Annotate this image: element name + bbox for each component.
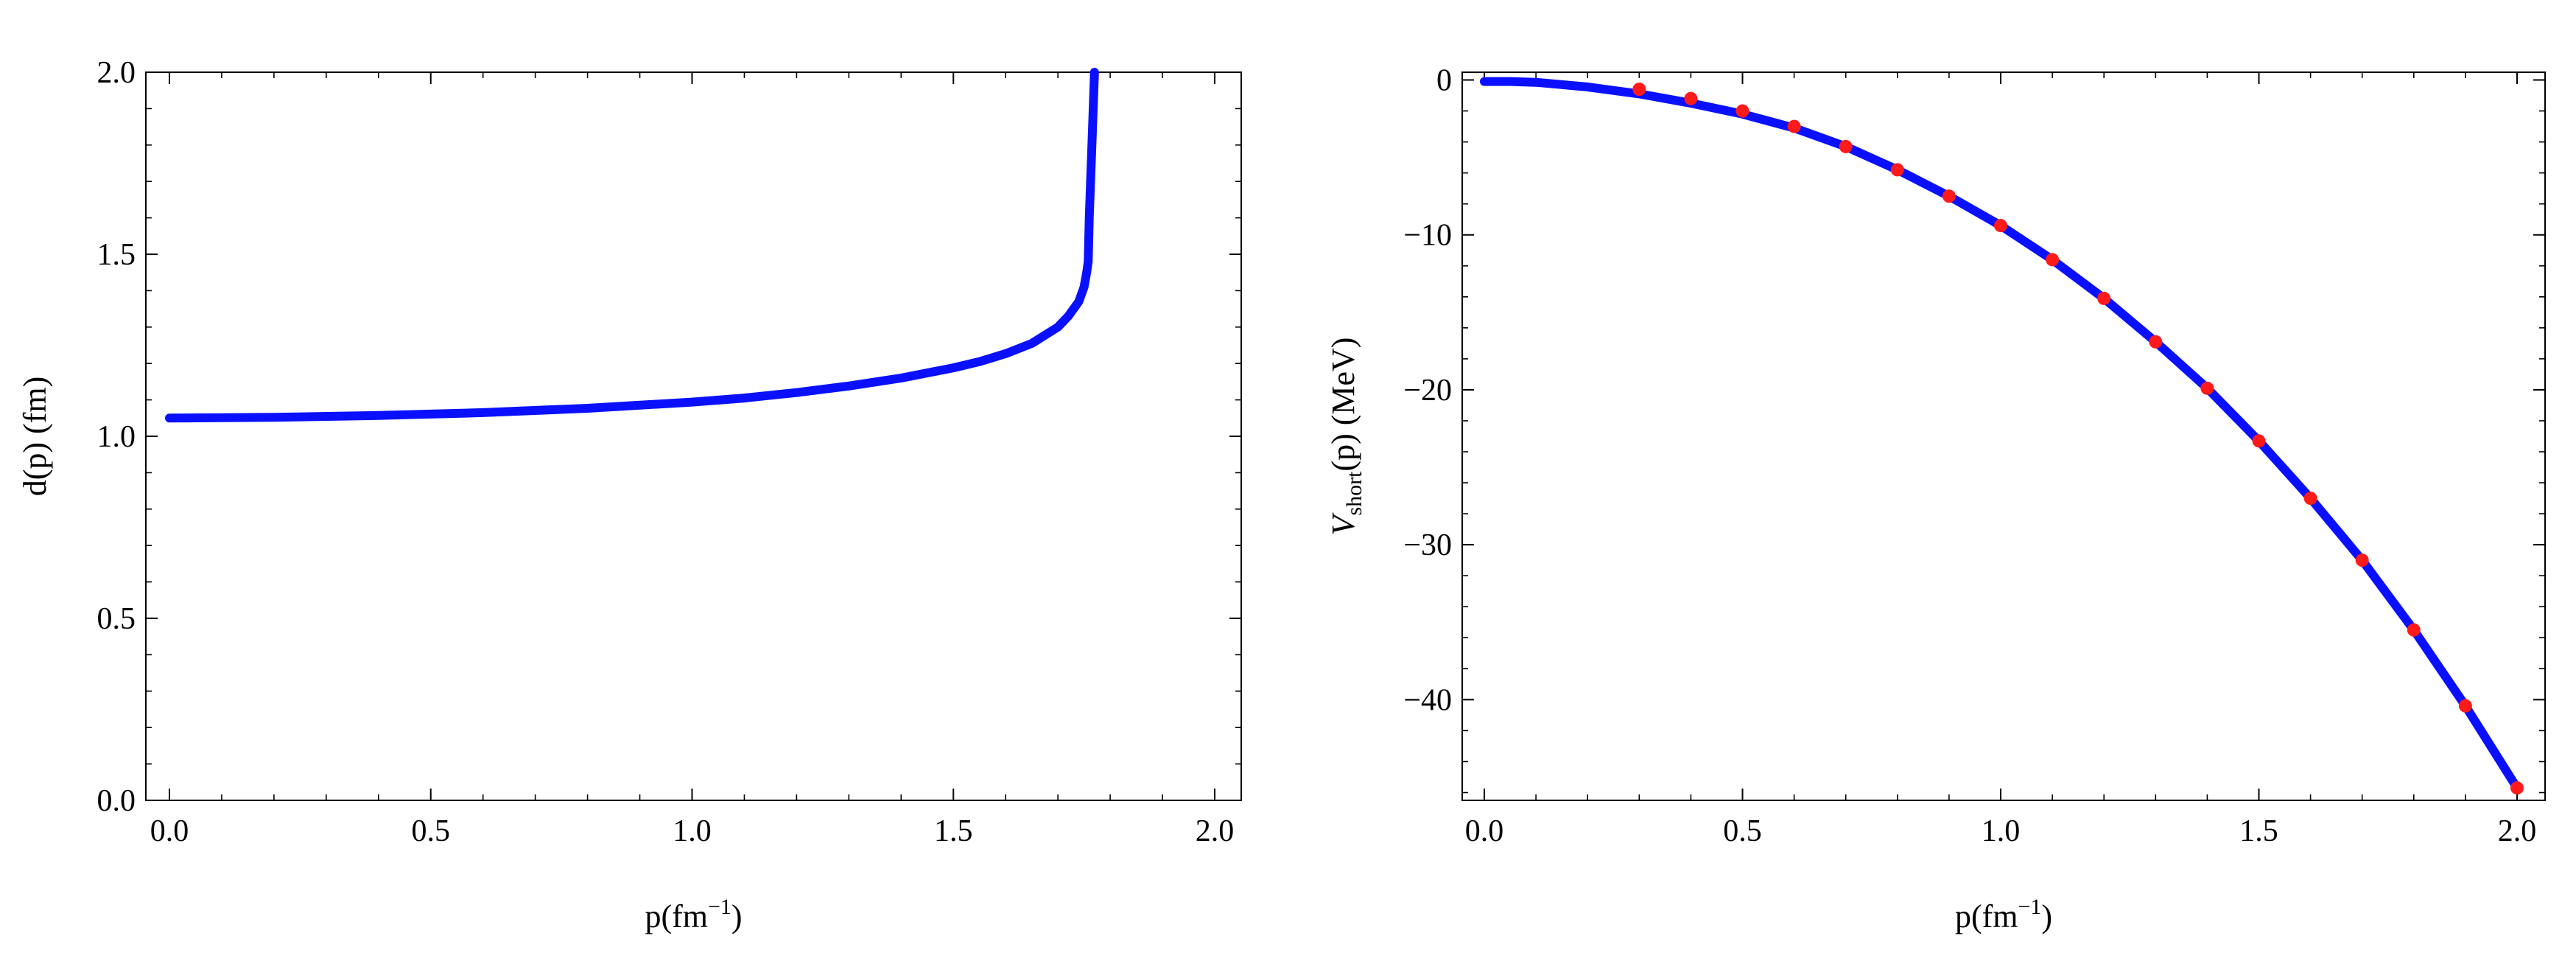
- data-point: [2046, 253, 2060, 267]
- x-tick-label: 1.0: [673, 814, 712, 848]
- data-point: [2149, 335, 2163, 349]
- data-point: [1942, 189, 1956, 203]
- x-tick-label: 0.5: [1723, 814, 1762, 848]
- data-point: [2407, 623, 2421, 637]
- data-point: [2097, 291, 2111, 305]
- data-point: [1994, 219, 2007, 233]
- data-point: [1736, 104, 1749, 118]
- y-tick-label: 0.5: [97, 602, 136, 636]
- data-point: [1839, 139, 1853, 153]
- plot-frame: [145, 71, 1242, 801]
- x-tick-label: 0.0: [1465, 814, 1504, 848]
- ticks: 0.0 0.5 1.0 1.5 2.0 0.0 0.5 1.0 1.5 2.0: [97, 56, 1241, 848]
- x-tick-label: 1.0: [1982, 814, 2021, 848]
- plot-frame: [1461, 71, 2546, 801]
- x-tick-label: 1.5: [934, 814, 973, 848]
- chart-d-of-p: 0.0 0.5 1.0 1.5 2.0 0.0 0.5 1.0 1.5 2.0 p(fm−1) d…: [17, 56, 1242, 934]
- data-point: [1632, 83, 1646, 97]
- data-point: [1684, 91, 1698, 105]
- data-points-group: [1632, 83, 2524, 795]
- series-line: [165, 68, 1099, 423]
- x-tick-label: 2.0: [2498, 814, 2537, 848]
- x-tick-label: 0.0: [150, 814, 189, 848]
- x-axis-label: p(fm−1): [645, 895, 742, 934]
- data-point: [1787, 119, 1801, 133]
- y-tick-label: −10: [1403, 219, 1452, 253]
- y-axis-label: Vshort(p) (MeV): [1325, 338, 1366, 536]
- y-tick-label: 1.5: [97, 238, 136, 272]
- x-axis-label: p(fm−1): [1955, 895, 2052, 934]
- data-point: [2458, 699, 2472, 713]
- chart-v-short: 0.0 0.5 1.0 1.5 2.0 0 −10 −20 −30 −40 p(fm−1) Vsh…: [1325, 64, 2546, 934]
- y-axis-label: d(p) (fm): [17, 377, 53, 497]
- y-tick-label: 0.0: [97, 784, 136, 818]
- series-line: [1480, 77, 2521, 793]
- ticks: 0.0 0.5 1.0 1.5 2.0 0 −10 −20 −30 −40: [1403, 64, 2545, 848]
- data-point: [2252, 434, 2266, 448]
- y-tick-label: −30: [1403, 528, 1452, 562]
- x-tick-label: 2.0: [1196, 814, 1235, 848]
- y-tick-label: 1.0: [97, 420, 136, 454]
- data-point: [1890, 163, 1904, 177]
- data-point: [2355, 553, 2369, 567]
- series-line-group: [165, 68, 1099, 423]
- y-tick-label: 2.0: [97, 56, 136, 90]
- data-point: [2200, 381, 2214, 395]
- series-line-group: [1480, 77, 2521, 793]
- x-tick-label: 0.5: [412, 814, 451, 848]
- x-tick-label: 1.5: [2239, 814, 2278, 848]
- y-tick-label: −40: [1403, 683, 1452, 717]
- y-tick-label: 0: [1436, 64, 1452, 98]
- y-tick-label: −20: [1403, 374, 1452, 408]
- data-point: [2510, 781, 2524, 795]
- data-point: [2303, 492, 2317, 506]
